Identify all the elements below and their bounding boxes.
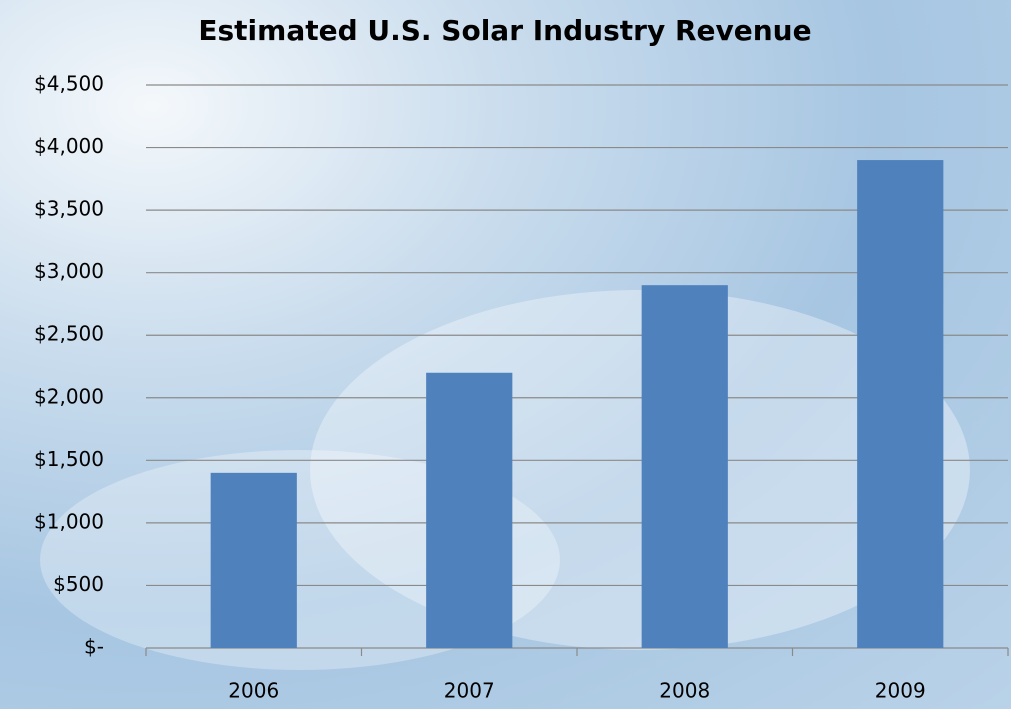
y-tick-label: $500 [53,572,104,596]
y-tick-label: $2,500 [34,322,104,346]
bar [211,473,297,648]
x-tick-label: 2007 [444,679,495,703]
y-tick-label: $3,500 [34,197,104,221]
x-tick-label: 2009 [875,679,926,703]
page: Estimated U.S. Solar Industry Revenue $-… [0,0,1011,709]
bar [857,160,943,648]
y-tick-label: $4,500 [34,72,104,96]
x-tick-label: 2008 [659,679,710,703]
y-tick-label: $1,000 [34,509,104,533]
y-tick-label: $3,000 [34,259,104,283]
bar [642,285,728,648]
y-tick-label: $1,500 [34,447,104,471]
y-tick-label: $4,000 [34,134,104,158]
y-tick-label: $2,000 [34,384,104,408]
x-tick-label: 2006 [228,679,279,703]
bar [426,373,512,648]
y-tick-label: $- [84,635,104,659]
chart-title: Estimated U.S. Solar Industry Revenue [198,14,811,47]
chart: Estimated U.S. Solar Industry Revenue $-… [0,0,1011,709]
